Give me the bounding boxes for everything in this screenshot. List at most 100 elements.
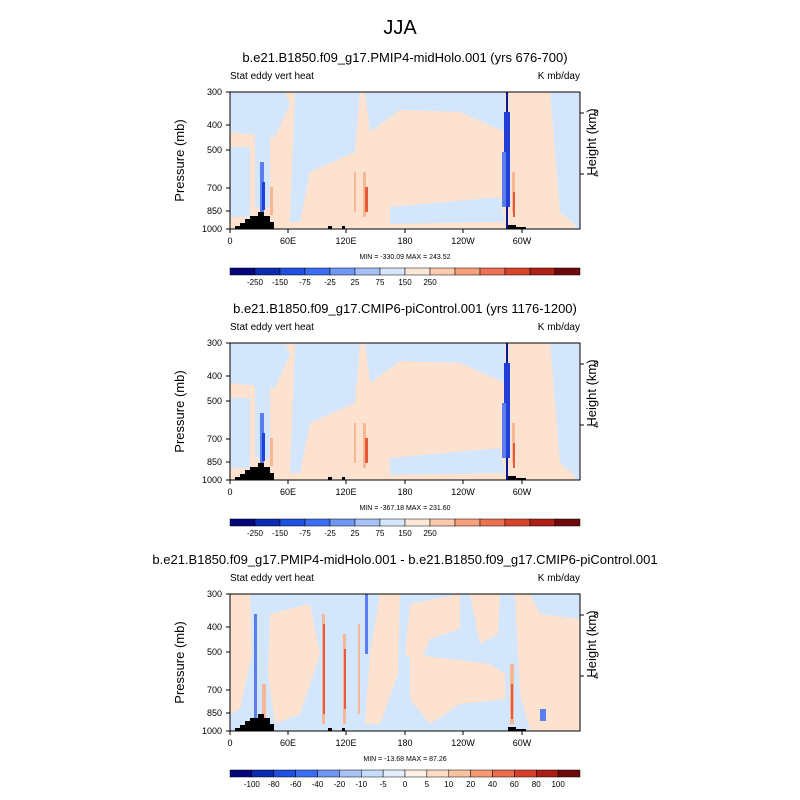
panel-title: b.e21.B1850.f09_g17.CMIP6-piControl.001 … (233, 301, 577, 316)
colorbar-tick-label: -60 (290, 780, 302, 789)
x-tick-label: 120E (335, 487, 356, 497)
blue-column-edge (502, 403, 506, 458)
colorbar-tick-label: -25 (324, 529, 336, 538)
x-tick-label: 60W (513, 487, 532, 497)
colorbar-box (229, 769, 253, 778)
field-patch (230, 147, 250, 217)
field-patch (410, 654, 505, 724)
y-right-tick-label: 4 (593, 169, 598, 179)
topography (264, 467, 270, 480)
colorbar-box (379, 267, 406, 276)
field-patch (515, 594, 580, 731)
colorbar-tick-label: -250 (247, 529, 264, 538)
field-patch (290, 92, 360, 222)
x-tick-label: 60W (513, 236, 532, 246)
colorbar-box (554, 518, 581, 527)
colorbar-tick-label: 250 (423, 278, 437, 287)
colorbar-box (279, 518, 306, 527)
colorbar-box (295, 769, 318, 778)
colorbar-tick-label: -100 (244, 780, 261, 789)
colorbar-box (251, 769, 274, 778)
x-tick-label: 120W (451, 738, 475, 748)
y-axis-label: Pressure (mb) (172, 621, 187, 703)
topography (508, 727, 516, 731)
topography (270, 724, 274, 731)
orange-streak (363, 172, 366, 217)
y-tick-label: 850 (207, 708, 222, 718)
colorbar-tick-label: 250 (423, 529, 437, 538)
colorbar-box (279, 267, 306, 276)
y-right-tick-label: 8 (593, 359, 598, 369)
orange-streak (358, 624, 360, 714)
colorbar-box (514, 769, 537, 778)
field-patch (550, 343, 580, 480)
colorbar-box (448, 769, 471, 778)
blue-column-edge (502, 152, 506, 207)
y-tick-label: 850 (207, 457, 222, 467)
topography (328, 477, 332, 480)
panel-1: b.e21.B1850.f09_g17.PMIP4-midHolo.001 (y… (172, 50, 599, 287)
colorbar-box (229, 267, 256, 276)
x-tick-label: 0 (227, 738, 232, 748)
panel-3: b.e21.B1850.f09_g17.PMIP4-midHolo.001 - … (152, 552, 657, 789)
colorbar-box (254, 518, 281, 527)
field-patch (575, 413, 580, 480)
colorbar-tick-label: 60 (510, 780, 519, 789)
field-patch (230, 594, 252, 714)
y-tick-label: 300 (207, 589, 222, 599)
field-patch (268, 604, 320, 724)
colorbar-box (504, 518, 531, 527)
colorbar-box (379, 518, 406, 527)
y-right-axis-label: Height (km) (584, 359, 599, 426)
colorbar-box (229, 518, 256, 527)
y-tick-label: 700 (207, 434, 222, 444)
y-tick-label: 400 (207, 120, 222, 130)
colorbar-tick-label: 75 (376, 529, 385, 538)
colorbar-box (429, 518, 456, 527)
panel-title: b.e21.B1850.f09_g17.PMIP4-midHolo.001 - … (152, 552, 657, 567)
x-tick-label: 120E (335, 738, 356, 748)
colorbar-box (470, 769, 493, 778)
colorbar-box (426, 769, 449, 778)
y-tick-label: 500 (207, 145, 222, 155)
x-tick-label: 120W (451, 487, 475, 497)
heatmap-field (230, 594, 580, 731)
topography (258, 212, 264, 229)
stats-label: MIN = -367.18 MAX = 231.60 (359, 505, 450, 512)
topography (516, 729, 526, 731)
x-tick-label: 180 (397, 236, 412, 246)
orange-streak-core (344, 649, 346, 709)
field-patch (575, 162, 580, 229)
blue-streak (365, 594, 368, 654)
heatmap-field (230, 343, 580, 480)
topography (328, 226, 332, 229)
colorbar-tick-label: 20 (466, 780, 475, 789)
topography (508, 476, 516, 480)
colorbar-box (382, 769, 406, 778)
topography (342, 226, 345, 229)
orange-streak-core (513, 443, 515, 468)
y-tick-label: 700 (207, 685, 222, 695)
colorbar-box (404, 518, 431, 527)
topography (264, 216, 270, 229)
colorbar-box (529, 267, 556, 276)
colorbar-tick-label: 0 (403, 780, 408, 789)
y-tick-label: 1000 (202, 224, 222, 234)
x-tick-label: 60E (280, 236, 296, 246)
topography (258, 714, 264, 731)
blue-column-core (262, 433, 265, 461)
orange-streak (262, 684, 266, 719)
right-label: K mb/day (538, 573, 580, 584)
right-label: K mb/day (538, 71, 580, 82)
y-tick-label: 500 (207, 396, 222, 406)
colorbar-tick-label: 75 (376, 278, 385, 287)
panels: b.e21.B1850.f09_g17.PMIP4-midHolo.001 (y… (152, 50, 657, 789)
orange-streak-core (365, 187, 368, 212)
field-patch (255, 92, 270, 207)
field-patch (390, 197, 505, 224)
colorbar-box (536, 769, 559, 778)
topography (264, 718, 270, 731)
left-label: Stat eddy vert heat (230, 573, 314, 584)
y-tick-label: 500 (207, 647, 222, 657)
